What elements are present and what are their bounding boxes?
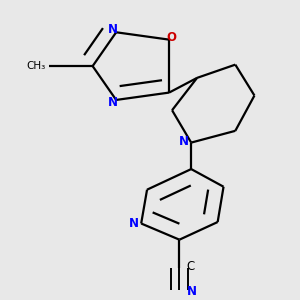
- Text: N: N: [179, 135, 189, 148]
- Text: CH₃: CH₃: [26, 61, 46, 71]
- Text: N: N: [187, 285, 197, 298]
- Text: N: N: [108, 96, 118, 109]
- Text: N: N: [129, 217, 139, 230]
- Text: N: N: [108, 23, 118, 36]
- Text: O: O: [167, 31, 176, 44]
- Text: C: C: [187, 260, 195, 273]
